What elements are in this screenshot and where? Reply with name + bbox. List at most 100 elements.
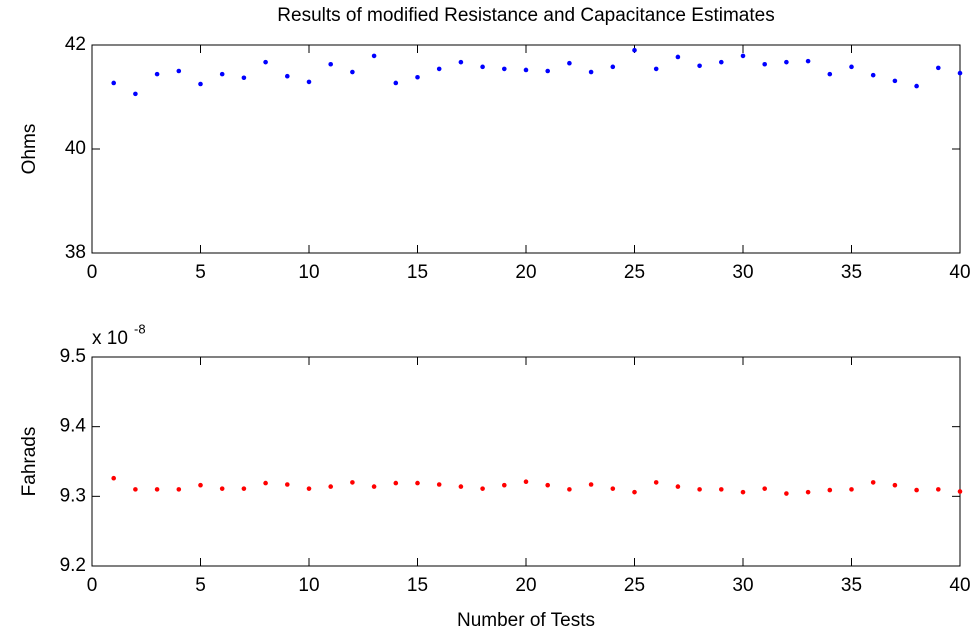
y-tick-label: 9.2 <box>60 555 86 576</box>
point <box>154 71 160 77</box>
point <box>176 68 182 74</box>
point <box>870 72 876 78</box>
point <box>241 75 247 81</box>
point <box>914 487 919 493</box>
point <box>740 53 746 59</box>
point <box>393 80 399 86</box>
x-tick-label: 15 <box>407 262 428 283</box>
point <box>328 484 334 489</box>
point <box>263 480 268 486</box>
x-tick-label: 20 <box>515 575 536 596</box>
x-tick-label: 25 <box>624 262 645 283</box>
point <box>610 486 616 491</box>
point <box>740 489 746 495</box>
y-tick-label: 9.5 <box>60 346 86 367</box>
point <box>198 81 203 87</box>
point <box>805 489 811 495</box>
point <box>523 67 529 73</box>
point <box>111 80 116 86</box>
point <box>892 78 898 84</box>
point <box>957 489 963 494</box>
point <box>827 487 833 493</box>
point <box>762 486 767 491</box>
x-tick-label: 20 <box>515 262 536 283</box>
point <box>697 487 702 492</box>
x-tick-label: 15 <box>407 575 428 596</box>
point <box>393 480 399 486</box>
y-axis-label: Ohms <box>19 124 40 175</box>
point <box>480 64 485 70</box>
x-tick-label: 0 <box>87 575 98 596</box>
point <box>241 486 247 491</box>
point <box>458 484 464 489</box>
point <box>176 487 182 492</box>
point <box>632 489 637 495</box>
x-tick-label: 0 <box>87 262 98 283</box>
point <box>957 70 963 76</box>
point <box>415 74 420 80</box>
y-tick-label: 40 <box>65 138 86 159</box>
x-tick-label: 30 <box>732 262 753 283</box>
point <box>762 61 767 67</box>
y-tick-label: 9.4 <box>60 416 87 437</box>
x-tick-label: 40 <box>949 262 970 283</box>
point <box>545 68 550 74</box>
point <box>480 486 485 491</box>
point <box>371 53 377 59</box>
point <box>306 79 312 85</box>
point <box>697 63 702 69</box>
point <box>632 47 637 53</box>
point <box>567 487 572 492</box>
point <box>545 482 550 488</box>
point <box>436 482 442 487</box>
point <box>719 487 724 492</box>
point <box>849 64 854 70</box>
point <box>285 73 290 79</box>
point <box>263 59 268 65</box>
x-tick-label: 35 <box>841 262 862 283</box>
x-tick-label: 10 <box>298 575 319 596</box>
point <box>849 487 854 492</box>
point <box>350 69 355 75</box>
point <box>653 480 659 485</box>
point <box>936 487 941 492</box>
point <box>914 83 919 89</box>
point <box>415 480 420 486</box>
y-multiplier-exponent: -8 <box>134 321 146 336</box>
point <box>285 482 290 487</box>
x-tick-label: 10 <box>298 262 319 283</box>
x-tick-label: 25 <box>624 575 645 596</box>
y-tick-label: 9.3 <box>60 485 86 506</box>
point <box>502 66 507 72</box>
x-tick-label: 5 <box>195 262 206 283</box>
point <box>219 71 225 77</box>
point <box>350 480 355 485</box>
point <box>675 484 681 489</box>
point <box>567 60 572 66</box>
x-tick-label: 40 <box>949 575 970 596</box>
x-tick-label: 30 <box>732 575 753 596</box>
point <box>892 482 898 488</box>
point <box>502 482 507 488</box>
point <box>588 482 594 487</box>
point <box>784 491 789 496</box>
point <box>827 71 833 77</box>
point <box>458 59 464 65</box>
y-tick-label: 42 <box>65 34 86 55</box>
point <box>675 54 681 60</box>
point <box>436 66 442 72</box>
point <box>133 91 138 97</box>
axes-box <box>91 356 961 567</box>
point <box>111 475 116 481</box>
point <box>936 65 941 71</box>
y-axis-label: Fahrads <box>19 427 40 497</box>
x-axis-label: Number of Tests <box>457 610 595 631</box>
axes-box <box>91 44 961 254</box>
point <box>154 487 160 492</box>
point <box>870 480 876 485</box>
point <box>610 64 616 70</box>
point <box>198 482 203 488</box>
x-tick-label: 35 <box>841 575 862 596</box>
x-tick-label: 5 <box>195 575 206 596</box>
point <box>328 61 334 67</box>
